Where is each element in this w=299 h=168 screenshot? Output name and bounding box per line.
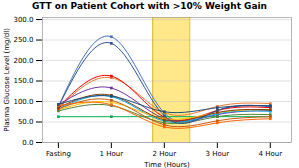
html-text:GTT on Patient Cohort with >10: GTT on Patient Cohort with >10% Weight G… bbox=[32, 1, 267, 11]
svg-text:2 Hour: 2 Hour bbox=[153, 150, 177, 158]
svg-text:3 Hour: 3 Hour bbox=[206, 150, 230, 158]
svg-text:50.0: 50.0 bbox=[18, 118, 34, 126]
svg-text:150.0: 150.0 bbox=[13, 77, 33, 85]
svg-text:300.0: 300.0 bbox=[13, 16, 33, 24]
svg-text:Fasting: Fasting bbox=[46, 150, 71, 158]
svg-text:200.0: 200.0 bbox=[13, 57, 33, 65]
svg-text:Time (Hours): Time (Hours) bbox=[143, 161, 190, 168]
svg-text:100.0: 100.0 bbox=[13, 98, 33, 106]
svg-text:4 Hour: 4 Hour bbox=[259, 150, 283, 158]
svg-text:250.0: 250.0 bbox=[13, 36, 33, 44]
svg-text:1 Hour: 1 Hour bbox=[100, 150, 124, 158]
svg-text:0.0: 0.0 bbox=[22, 139, 33, 147]
svg-text:Plasma Glucose Level (mg/dl): Plasma Glucose Level (mg/dl) bbox=[3, 28, 11, 132]
